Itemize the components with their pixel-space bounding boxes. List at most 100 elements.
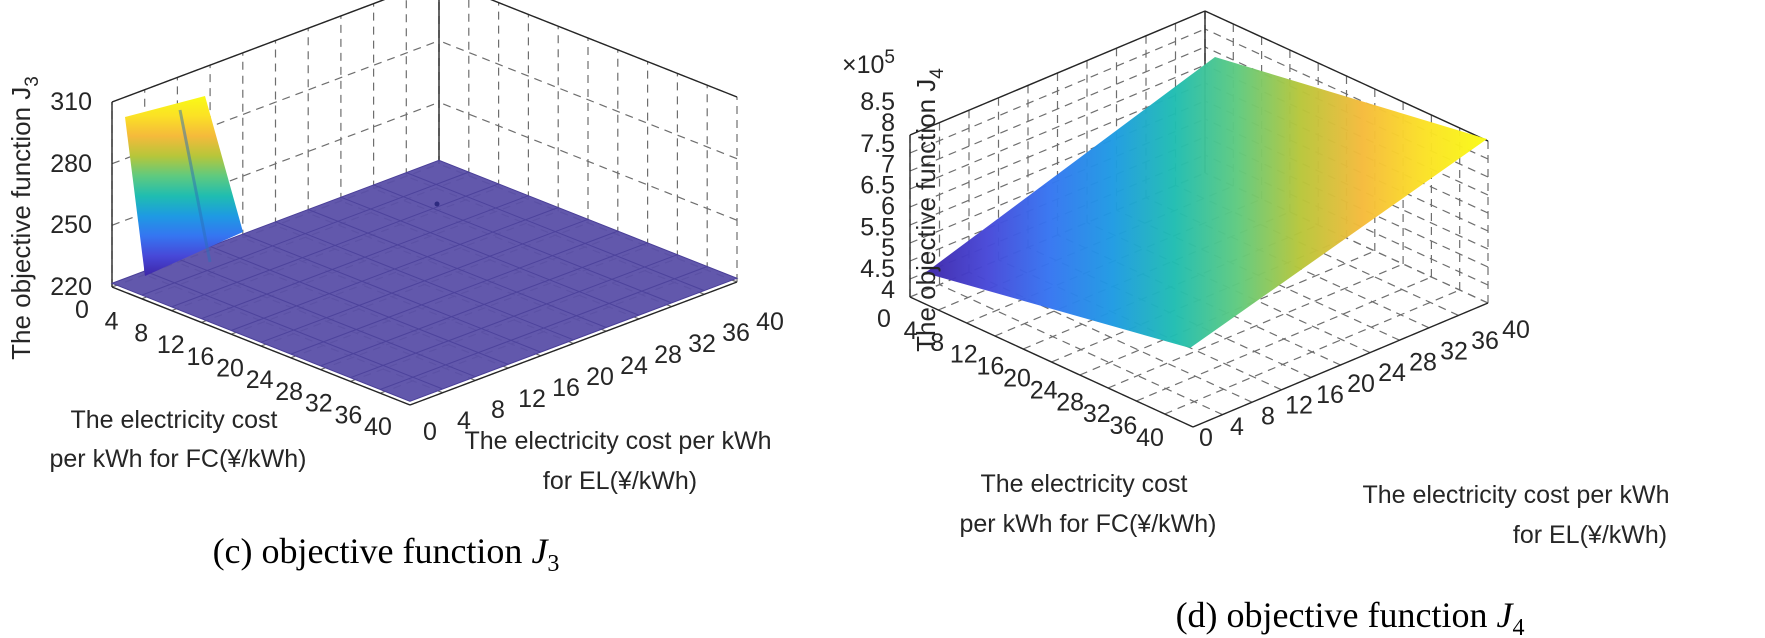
- z-multiplier-base: ×10: [842, 51, 884, 79]
- y-tick-label: 4: [105, 308, 119, 336]
- y-tick-label: 8: [134, 319, 148, 347]
- z-tick-labels: 44.555.566.577.588.5: [860, 88, 895, 304]
- grid-line: [438, 40, 738, 160]
- y-tick-label: 16: [976, 353, 1004, 381]
- y-tick-label: 12: [950, 341, 978, 369]
- z-tick-label: 8.5: [860, 88, 895, 116]
- x-axis-label-line: for EL(¥/kWh): [543, 467, 697, 495]
- axis-line: [909, 296, 1194, 428]
- surface-mesh-line: [171, 183, 499, 308]
- z-tick-label: 5: [881, 234, 895, 262]
- caption-subscript: 3: [547, 551, 559, 577]
- z-axis-label-subscript: 4: [927, 68, 948, 79]
- x-tick-labels: 0 4 8 12 16 20 24 28 32 36 40: [1199, 316, 1530, 452]
- x-tick-label: 0: [1199, 424, 1213, 452]
- y-tick-label: 20: [1003, 365, 1031, 393]
- z-tick-label: 7: [881, 151, 895, 179]
- z-tick-label: 5.5: [860, 213, 895, 241]
- y-axis-label-line: per kWh for FC(¥/kWh): [960, 510, 1217, 538]
- x-axis-label-line: The electricity cost per kWh: [1362, 481, 1669, 509]
- y-tick-label: 20: [216, 355, 244, 383]
- x-tick-label: 8: [491, 396, 505, 424]
- z-tick-label: 6: [881, 192, 895, 220]
- z-axis-label: The objective function J4: [911, 68, 948, 352]
- x-tick-label: 8: [1261, 402, 1275, 430]
- x-tick-label: 16: [552, 374, 580, 402]
- y-axis-label-line: per kWh for FC(¥/kWh): [50, 445, 307, 473]
- z-tick-labels: 310 280 250 220: [50, 88, 92, 301]
- surface-mesh-line: [340, 196, 640, 316]
- x-tick-label: 40: [1502, 316, 1530, 344]
- x-axis-label-line: for EL(¥/kWh): [1513, 521, 1667, 549]
- caption-subscript: 4: [1512, 615, 1524, 638]
- surface-plateau: [125, 96, 243, 276]
- x-tick-label: 28: [1409, 348, 1437, 376]
- axis-line: [111, 0, 386, 103]
- x-tick-label: 12: [1285, 392, 1313, 420]
- surface-mesh-line: [201, 195, 529, 320]
- x-tick-label: 24: [1378, 359, 1406, 387]
- z-axis-label: The objective function J3: [6, 76, 43, 360]
- surface: [110, 96, 739, 402]
- axis-line: [1192, 302, 1489, 428]
- surface-plane: [925, 57, 1487, 348]
- z-tick-label: 280: [50, 150, 92, 178]
- z-axis-label-text: The objective function J: [911, 79, 941, 352]
- caption-c: (c) objective function J3: [213, 531, 560, 577]
- z-tick-label: 250: [50, 211, 92, 239]
- z-tick-label: 310: [50, 88, 92, 116]
- y-tick-label: 28: [1056, 388, 1084, 416]
- z-tick-label: 6.5: [860, 172, 895, 200]
- y-tick-label: 40: [1136, 424, 1164, 452]
- y-tick-label: 32: [305, 390, 333, 418]
- grid-line: [1107, 263, 1404, 389]
- caption-symbol: J: [1496, 595, 1514, 635]
- y-tick-label: 8: [930, 329, 944, 357]
- y-tick-label: 32: [1083, 400, 1111, 428]
- x-tick-label: 36: [1471, 327, 1499, 355]
- x-tick-label: 4: [457, 407, 471, 435]
- grid-line: [909, 28, 1206, 154]
- surface-mesh-line: [141, 171, 469, 296]
- y-tick-label: 28: [275, 378, 303, 406]
- grid-line: [909, 46, 1206, 172]
- x-tick-label: 36: [722, 319, 750, 347]
- z-tick-label: 220: [50, 273, 92, 301]
- caption-text: (d) objective function: [1176, 595, 1497, 635]
- y-tick-label: 24: [1030, 376, 1058, 404]
- grid-line: [909, 64, 1206, 190]
- axis-line: [490, 0, 738, 98]
- grid-line: [438, 101, 738, 221]
- y-tick-label: 12: [157, 331, 185, 359]
- caption-symbol: J: [531, 531, 549, 571]
- y-tick-label: 16: [186, 343, 214, 371]
- axis-line: [1204, 10, 1489, 142]
- x-axis-label-line: The electricity cost per kWh: [464, 427, 771, 455]
- x-tick-label: 32: [1440, 338, 1468, 366]
- y-tick-label: 4: [904, 317, 918, 345]
- surface-mesh-line: [260, 218, 589, 343]
- surface-mesh-line: [373, 184, 672, 304]
- y-tick-label: 24: [246, 366, 274, 394]
- axes-box: [111, 0, 738, 406]
- x-tick-label: 40: [756, 308, 784, 336]
- x-tick-label: 16: [1316, 381, 1344, 409]
- z-tick-label: 7.5: [860, 130, 895, 158]
- x-tick-label: 24: [620, 352, 648, 380]
- z-multiplier: ×105: [842, 47, 895, 79]
- z-tick-label: 4.5: [860, 255, 895, 283]
- x-tick-label: 20: [586, 363, 614, 391]
- grid-line: [1204, 28, 1489, 160]
- axis-line: [409, 281, 738, 406]
- y-tick-label: 40: [364, 413, 392, 441]
- z-axis-label-subscript: 3: [22, 76, 43, 87]
- y-tick-label: 0: [75, 296, 89, 324]
- x-tick-label: 4: [1230, 413, 1244, 441]
- y-tick-label: 0: [877, 305, 891, 333]
- x-tick-label: 12: [518, 385, 546, 413]
